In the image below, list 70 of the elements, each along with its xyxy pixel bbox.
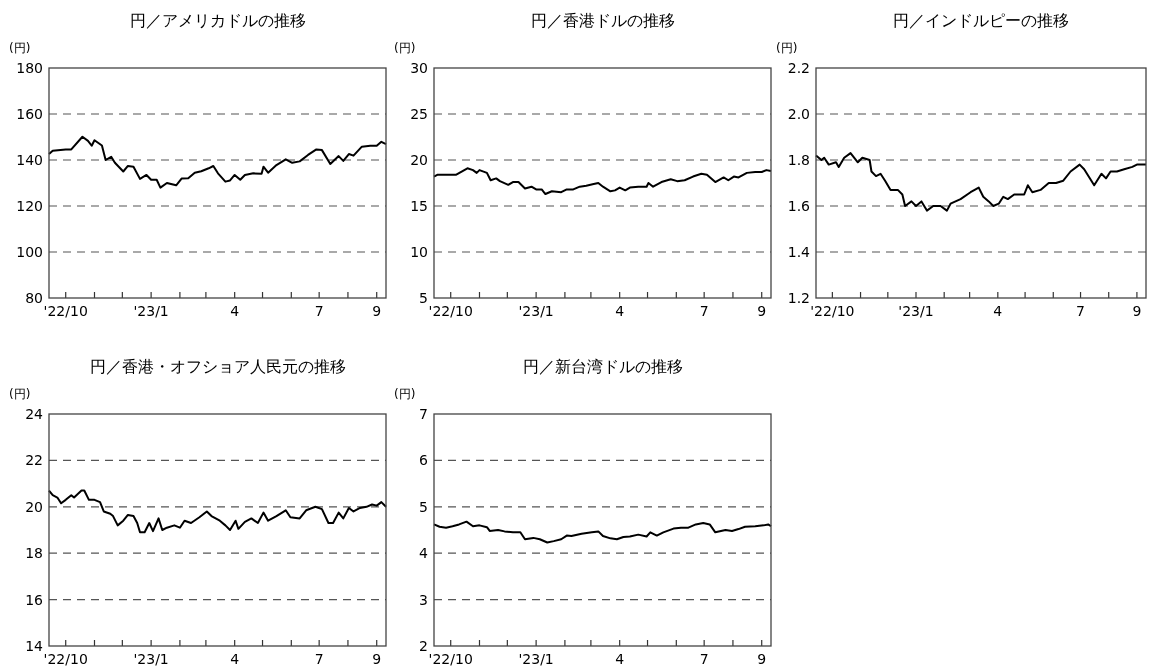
x-tick-label: '23/1	[518, 651, 554, 667]
x-tick-label: 9	[757, 651, 767, 667]
y-tick-label: 1.8	[787, 152, 810, 168]
y-tick-label: 2.0	[787, 106, 810, 122]
x-tick-label: 9	[372, 303, 382, 319]
x-tick-label: '23/1	[518, 303, 554, 319]
x-tick-label: 9	[1132, 303, 1142, 319]
x-tick-label: 9	[372, 651, 382, 667]
x-tick-label: 7	[699, 651, 709, 667]
y-tick-label: 16	[25, 591, 44, 608]
y-tick-label: 1.6	[787, 198, 811, 214]
x-tick-label: '23/1	[898, 303, 934, 319]
x-tick-label: '22/10	[43, 303, 88, 319]
chart-title: 円／香港・オフショア人民元の推移	[89, 357, 346, 376]
y-axis-title: (円)	[9, 41, 31, 55]
x-tick-label: 9	[757, 303, 767, 319]
y-axis-title: (円)	[9, 387, 31, 401]
x-tick-label: '23/1	[133, 303, 169, 319]
line-series	[48, 489, 387, 534]
x-tick-label: 4	[615, 303, 625, 319]
y-tick-label: 5	[419, 498, 428, 515]
y-tick-label: 20	[25, 498, 43, 515]
x-tick-label: 7	[314, 303, 324, 319]
x-tick-label: '22/10	[428, 651, 473, 667]
y-tick-label: 22	[25, 452, 43, 469]
x-tick-label: 7	[1076, 303, 1086, 319]
x-tick-label: 7	[699, 303, 709, 319]
y-tick-label: 180	[16, 60, 43, 76]
y-tick-label: 24	[25, 406, 44, 422]
x-tick-label: 4	[230, 651, 240, 667]
y-tick-label: 1.4	[787, 244, 811, 260]
y-axis-title: (円)	[776, 41, 798, 55]
y-tick-label: 5	[419, 290, 428, 306]
y-tick-label: 7	[419, 406, 428, 422]
chart-title: 円／香港ドルの推移	[530, 11, 675, 30]
y-tick-label: 160	[16, 106, 43, 122]
line-series	[815, 152, 1147, 212]
chart-title: 円／アメリカドルの推移	[129, 11, 306, 30]
y-tick-label: 100	[16, 244, 43, 260]
chart-title: 円／新台湾ドルの推移	[522, 357, 683, 376]
x-tick-label: '23/1	[133, 651, 169, 667]
y-tick-label: 140	[16, 152, 43, 168]
y-axis-title: (円)	[394, 41, 416, 55]
y-tick-label: 30	[410, 60, 428, 76]
y-tick-label: 3	[419, 591, 428, 608]
y-tick-label: 20	[410, 152, 428, 168]
x-tick-label: 4	[230, 303, 240, 319]
line-series	[433, 167, 772, 196]
y-tick-label: 120	[16, 198, 43, 214]
y-tick-label: 1.2	[787, 290, 810, 306]
y-tick-label: 14	[25, 638, 44, 654]
y-tick-label: 6	[419, 452, 429, 469]
y-tick-label: 2.2	[787, 60, 810, 76]
y-tick-label: 80	[25, 290, 43, 306]
x-tick-label: 4	[993, 303, 1003, 319]
y-tick-label: 15	[410, 198, 428, 214]
x-tick-label: '22/10	[43, 651, 88, 667]
chart-title: 円／インドルピーの推移	[893, 11, 1069, 30]
y-tick-label: 2	[419, 638, 428, 654]
x-tick-label: 4	[615, 651, 625, 667]
x-tick-label: 7	[314, 651, 324, 667]
y-tick-label: 10	[410, 244, 428, 260]
line-series	[433, 520, 772, 544]
y-tick-label: 18	[25, 545, 43, 562]
line-series	[48, 135, 387, 189]
y-tick-label: 25	[410, 106, 428, 122]
y-axis-title: (円)	[394, 387, 416, 401]
x-tick-label: '22/10	[810, 303, 855, 319]
y-tick-label: 4	[419, 545, 429, 562]
x-tick-label: '22/10	[428, 303, 473, 319]
